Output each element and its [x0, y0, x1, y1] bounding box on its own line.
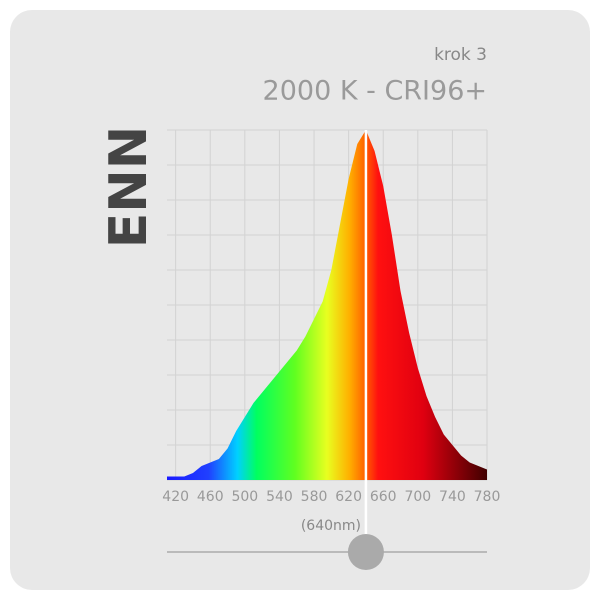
x-tick-label: 740: [439, 489, 466, 505]
x-tick-label: 540: [266, 489, 293, 505]
marker-label: (640nm): [301, 518, 361, 534]
x-tick-label: 780: [474, 489, 501, 505]
x-tick-label: 500: [231, 489, 258, 505]
chart-title: 2000 K - CRI96+: [263, 76, 487, 107]
subtitle: krok 3: [434, 45, 487, 65]
spectrum-area: [167, 130, 487, 480]
x-tick-label: 700: [404, 489, 431, 505]
x-tick-label: 580: [301, 489, 328, 505]
x-tick-label: 460: [197, 489, 224, 505]
x-tick-label: 420: [162, 489, 189, 505]
x-tick-label: 620: [335, 489, 362, 505]
y-axis-label: ENN: [99, 126, 159, 249]
slider-knob[interactable]: [347, 534, 384, 570]
x-tick-label: 660: [370, 489, 397, 505]
